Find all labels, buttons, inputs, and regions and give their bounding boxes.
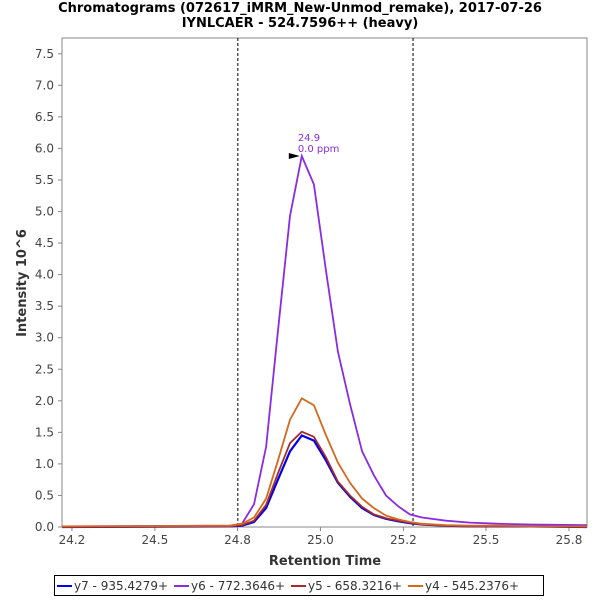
- peak-ppm-label: 0.0 ppm: [298, 144, 340, 155]
- peak-arrow-icon: [288, 152, 300, 159]
- y-tick-label: 1.5: [35, 425, 54, 439]
- plot-frame: [61, 37, 588, 528]
- x-tick-label: 25.5: [473, 533, 500, 547]
- peak-rt-label: 24.9: [298, 133, 320, 144]
- legend-label: y7 - 935.4279+: [74, 578, 169, 593]
- y-tick-label: 4.0: [35, 268, 54, 282]
- y-tick-label: 1.0: [35, 457, 54, 471]
- legend-label: y5 - 658.3216+: [308, 578, 403, 593]
- y-tick-label: 3.0: [35, 331, 54, 345]
- y-tick-label: 7.5: [35, 47, 54, 61]
- y-tick-label: 0.5: [35, 488, 54, 502]
- series-line-y4: [61, 397, 587, 528]
- legend-swatch: [57, 584, 72, 587]
- legend-swatch: [291, 584, 307, 587]
- legend-item: y4 - 545.2376+: [408, 579, 519, 593]
- series-line-y6: [61, 152, 588, 528]
- y-tick-label: 6.5: [35, 110, 54, 124]
- y-tick-label: 3.5: [35, 299, 54, 313]
- y-tick-label: 0.0: [35, 520, 54, 534]
- x-axis-label: Retention Time: [269, 554, 381, 569]
- chart-subtitle: IYNLCAER - 524.7596++ (heavy): [181, 16, 419, 31]
- plot-area: Retention Time Intensity 10^6 24.2 24.5 24…: [15, 37, 588, 569]
- y-tick-label: 4.5: [35, 236, 54, 250]
- legend-item: y6 - 772.3646+: [174, 579, 285, 593]
- x-tick-label: 24.5: [142, 533, 169, 547]
- legend-swatch: [174, 584, 190, 587]
- y-tick-label: 2.0: [35, 394, 54, 408]
- chart-title: Chromatograms (072617_iMRM_New-Unmod_rem…: [58, 1, 542, 16]
- legend: y7 - 935.4279+ y6 - 772.3646+ y5 - 658.321…: [54, 575, 544, 596]
- y-tick-label: 2.5: [35, 362, 54, 376]
- legend-item: y5 - 658.3216+: [291, 579, 402, 593]
- x-tick-label: 25.2: [390, 533, 417, 547]
- y-tick-label: 7.0: [35, 78, 54, 92]
- legend-label: y6 - 772.3646+: [191, 578, 286, 593]
- y-tick-label: 5.0: [35, 205, 54, 219]
- x-tick-label: 25.0: [307, 533, 334, 547]
- legend-swatch: [408, 584, 424, 587]
- legend-item: y7 - 935.4279+: [57, 579, 168, 593]
- x-tick-label: 24.8: [224, 533, 251, 547]
- y-tick-label: 6.0: [35, 141, 54, 155]
- x-tick-label: 25.8: [556, 533, 583, 547]
- y-tick-label: 5.5: [35, 173, 54, 187]
- x-tick-label: 24.2: [59, 533, 86, 547]
- legend-label: y4 - 545.2376+: [425, 578, 520, 593]
- y-axis-label: Intensity 10^6: [15, 229, 30, 337]
